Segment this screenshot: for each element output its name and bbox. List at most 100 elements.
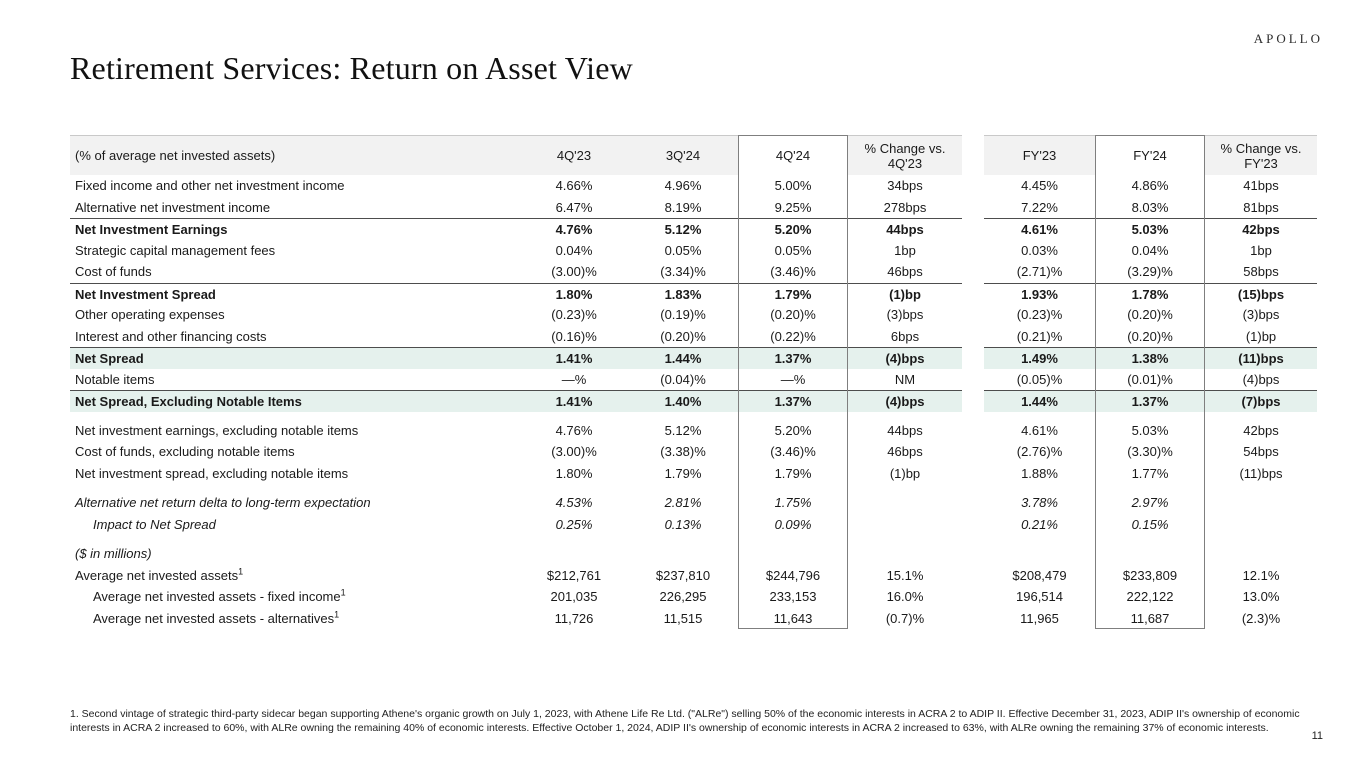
- value-cell: (3.00)%: [551, 264, 597, 279]
- value-cell: 5.00%: [774, 178, 812, 193]
- value-cell: 2.97%: [1131, 495, 1169, 510]
- value-cell: (0.20)%: [770, 307, 816, 322]
- column-gap: [962, 513, 984, 535]
- value-cell: 1.38%: [1095, 347, 1205, 369]
- value-cell: 1bp: [894, 242, 916, 258]
- value-cell: 7.22%: [1021, 199, 1058, 215]
- value-cell: 1.80%: [555, 465, 593, 481]
- value-cell: (2.71)%: [1016, 264, 1063, 279]
- value-cell: 81bps: [1243, 199, 1279, 215]
- value-cell: 5.03%: [1095, 218, 1205, 240]
- value-cell: 1bp: [1250, 242, 1272, 258]
- value-cell: 5.20%: [738, 218, 848, 240]
- value-cell: 1.41%: [520, 347, 628, 369]
- value-cell: 4.96%: [664, 178, 702, 193]
- footnote: 1. Second vintage of strategic third-par…: [70, 708, 1300, 734]
- value-cell: 1.75%: [774, 495, 812, 510]
- row-label: Net investment earnings, excluding notab…: [75, 422, 359, 438]
- value-cell: 4.66%: [555, 178, 593, 193]
- column-gap: [962, 175, 984, 197]
- page-number: 11: [1311, 730, 1323, 742]
- value-cell: 196,514: [1016, 589, 1063, 604]
- value-cell: (3.30)%: [1127, 444, 1173, 459]
- value-cell: 233,153: [769, 589, 817, 604]
- row-label: Net investment spread, excluding notable…: [75, 465, 349, 481]
- value-cell: 201,035: [550, 589, 598, 604]
- column-gap: [962, 462, 984, 484]
- value-cell: 1.79%: [774, 465, 812, 481]
- value-cell: (0.23)%: [551, 307, 597, 322]
- value-cell: (3.38)%: [660, 444, 706, 459]
- roa-table: (% of average net invested assets) 4Q'23 3…: [70, 135, 1317, 629]
- row-label: Alternative net investment income: [75, 199, 271, 215]
- value-cell: —%: [780, 371, 806, 387]
- value-cell: (3.29)%: [1127, 264, 1173, 279]
- column-gap: [962, 218, 984, 240]
- value-cell: 8.03%: [1131, 199, 1169, 215]
- value-cell: 1.37%: [738, 347, 848, 369]
- section-spacer: [70, 535, 1317, 543]
- value-cell: 44bps: [848, 218, 962, 240]
- value-cell: (2.3)%: [1241, 610, 1281, 626]
- column-gap: [962, 347, 984, 369]
- value-cell: 4.45%: [1021, 178, 1058, 193]
- value-cell: 9.25%: [774, 199, 812, 215]
- value-cell: (4)bps: [848, 347, 962, 369]
- value-cell: 0.21%: [1021, 516, 1058, 532]
- page-title: Retirement Services: Return on Asset Vie…: [70, 50, 633, 86]
- value-cell: (3)bps: [1242, 307, 1280, 322]
- row-label: Net Investment Earnings: [70, 218, 520, 240]
- value-cell: 0.13%: [664, 516, 702, 532]
- value-cell: (4)bps: [1242, 371, 1280, 387]
- column-header: % Change vs. 4Q'23: [848, 135, 962, 175]
- value-cell: (0.04)%: [660, 371, 706, 387]
- value-cell: (0.19)%: [660, 307, 706, 322]
- value-cell: 1.44%: [628, 347, 738, 369]
- value-cell: 46bps: [887, 264, 923, 279]
- row-label: Impact to Net Spread: [93, 516, 216, 532]
- value-cell: [738, 543, 848, 565]
- value-cell: 1.93%: [984, 282, 1095, 305]
- value-cell: 5.03%: [1131, 422, 1169, 438]
- value-cell: [628, 543, 738, 565]
- row-label: Cost of funds: [75, 264, 152, 279]
- value-cell: $208,479: [1012, 567, 1067, 583]
- value-cell: 4.86%: [1131, 178, 1169, 193]
- value-cell: 4.76%: [520, 218, 628, 240]
- column-gap: [962, 304, 984, 326]
- value-cell: 5.12%: [664, 422, 702, 438]
- value-cell: 0.05%: [664, 242, 702, 258]
- column-header: FY'23: [984, 135, 1095, 175]
- value-cell: 4.76%: [555, 422, 593, 438]
- value-cell: $212,761: [546, 567, 602, 583]
- value-cell: (15)bps: [1205, 282, 1317, 305]
- value-cell: 1.79%: [664, 465, 702, 481]
- value-cell: [1205, 514, 1317, 536]
- value-cell: 41bps: [1243, 178, 1279, 193]
- value-cell: [848, 514, 962, 536]
- section-spacer: [70, 484, 1317, 492]
- value-cell: 4.61%: [1021, 422, 1058, 438]
- value-cell: 0.09%: [774, 516, 812, 532]
- value-cell: 4.53%: [555, 495, 593, 510]
- column-gap: [962, 239, 984, 261]
- value-cell: 1.44%: [984, 390, 1095, 412]
- value-cell: (7)bps: [1205, 390, 1317, 412]
- value-cell: [1205, 543, 1317, 565]
- column-gap: [962, 261, 984, 283]
- value-cell: 46bps: [887, 444, 923, 459]
- value-cell: (11)bps: [1205, 347, 1317, 369]
- column-gap: [962, 607, 984, 629]
- value-cell: (0.01)%: [1127, 371, 1173, 387]
- value-cell: (0.20)%: [660, 328, 706, 344]
- column-header: FY'24: [1095, 135, 1205, 175]
- value-cell: 1.88%: [1021, 465, 1058, 481]
- column-gap: [962, 135, 984, 175]
- row-label: Average net invested assets - fixed inco…: [93, 587, 346, 604]
- value-cell: 0.04%: [1131, 242, 1169, 258]
- column-header: 4Q'23: [520, 135, 628, 175]
- value-cell: 1.78%: [1095, 282, 1205, 305]
- value-cell: 12.1%: [1242, 567, 1280, 583]
- column-gap: [962, 196, 984, 218]
- value-cell: (0.22)%: [770, 328, 816, 344]
